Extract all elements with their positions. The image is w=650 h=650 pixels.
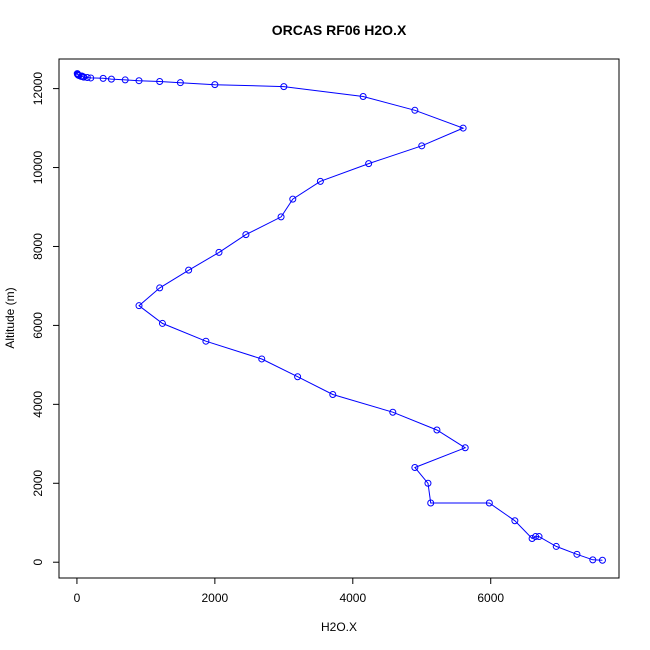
data-point bbox=[359, 92, 367, 100]
data-point bbox=[598, 556, 606, 564]
data-point bbox=[573, 550, 581, 558]
x-tick-label: 2000 bbox=[202, 591, 229, 605]
data-point bbox=[532, 533, 540, 541]
data-point bbox=[535, 533, 543, 541]
plot-frame bbox=[58, 58, 620, 579]
y-tick-label: 10000 bbox=[31, 151, 45, 185]
data-point bbox=[511, 517, 519, 525]
data-point bbox=[158, 319, 166, 327]
data-point bbox=[411, 106, 419, 114]
y-tick-label: 6000 bbox=[31, 312, 45, 339]
y-tick-label: 12000 bbox=[31, 72, 45, 106]
data-point bbox=[121, 76, 129, 84]
y-axis-label: Altitude (m) bbox=[3, 287, 17, 348]
chart-title: ORCAS RF06 H2O.X bbox=[272, 22, 407, 38]
series-line bbox=[76, 73, 603, 561]
data-point bbox=[294, 373, 302, 381]
x-axis-label: H2O.X bbox=[321, 620, 357, 634]
data-point bbox=[289, 195, 297, 203]
x-tick-label: 6000 bbox=[477, 591, 504, 605]
data-point bbox=[389, 408, 397, 416]
data-point bbox=[135, 77, 143, 85]
data-point bbox=[258, 355, 266, 363]
series-points bbox=[73, 70, 606, 564]
y-tick-label: 2000 bbox=[31, 470, 45, 497]
y-tick-label: 4000 bbox=[31, 391, 45, 418]
data-point bbox=[215, 248, 223, 256]
data-point bbox=[427, 499, 435, 507]
data-point bbox=[459, 124, 467, 132]
data-point bbox=[242, 231, 250, 239]
data-point bbox=[211, 81, 219, 89]
data-point bbox=[528, 535, 536, 543]
data-point bbox=[156, 284, 164, 292]
data-point bbox=[424, 479, 432, 487]
data-point bbox=[135, 302, 143, 310]
data-point bbox=[73, 70, 81, 78]
data-point bbox=[316, 177, 324, 185]
data-point bbox=[277, 213, 285, 221]
data-point bbox=[107, 75, 115, 83]
data-point bbox=[485, 499, 493, 507]
y-axis: 0 2000 4000 6000 8000 10000 12000 bbox=[31, 72, 60, 566]
x-tick-label: 4000 bbox=[339, 591, 366, 605]
x-axis: 0 2000 4000 6000 bbox=[74, 577, 504, 605]
data-point bbox=[418, 142, 426, 150]
data-point bbox=[365, 160, 373, 168]
y-tick-label: 0 bbox=[31, 559, 45, 566]
data-point bbox=[329, 390, 337, 398]
data-point bbox=[461, 444, 469, 452]
data-point bbox=[202, 337, 210, 345]
data-point bbox=[156, 77, 164, 85]
data-point bbox=[185, 266, 193, 274]
data-point bbox=[280, 83, 288, 91]
data-point bbox=[589, 556, 597, 564]
y-tick-label: 8000 bbox=[31, 233, 45, 260]
data-point bbox=[433, 426, 441, 434]
data-point bbox=[99, 74, 107, 82]
x-tick-label: 0 bbox=[74, 591, 81, 605]
data-point bbox=[176, 79, 184, 87]
data-point bbox=[411, 463, 419, 471]
data-point bbox=[87, 74, 95, 82]
data-point bbox=[552, 542, 560, 550]
